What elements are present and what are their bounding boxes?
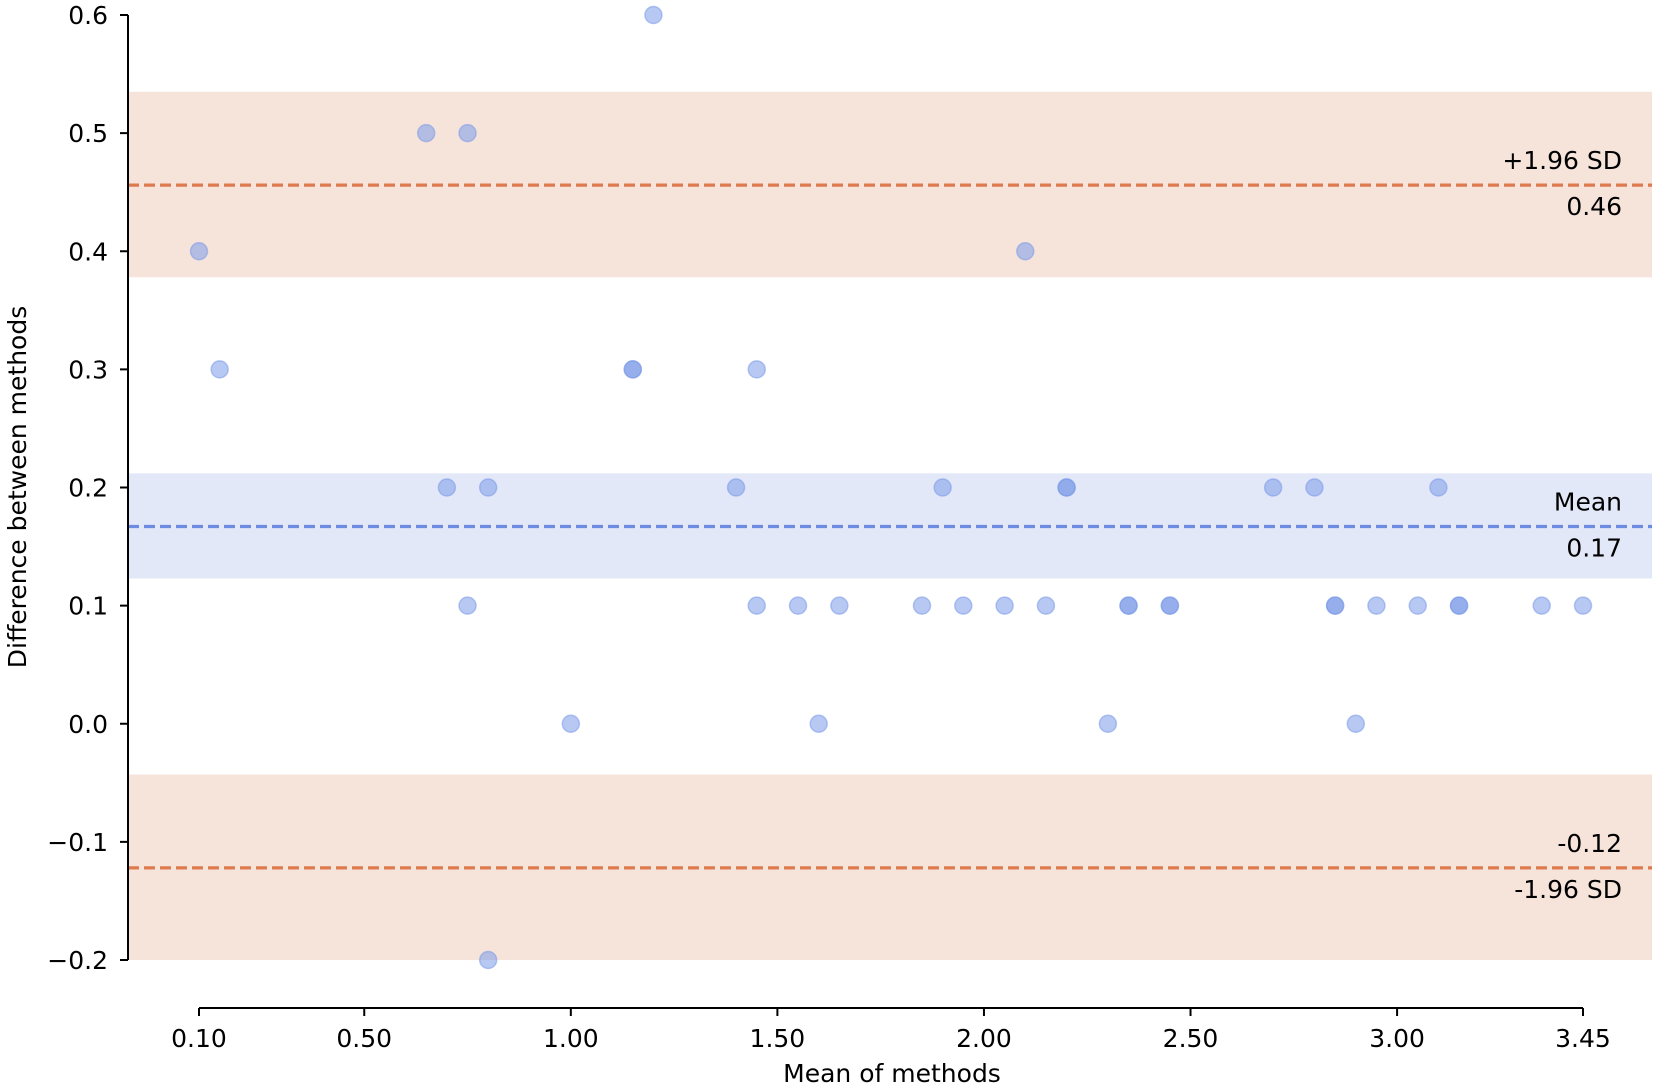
y-tick-label: 0.2 bbox=[68, 474, 108, 503]
data-point bbox=[644, 5, 663, 25]
data-point bbox=[995, 596, 1014, 615]
data-point bbox=[1532, 596, 1551, 615]
x-tick-label: 2.00 bbox=[956, 1024, 1012, 1053]
y-tick-label: 0.1 bbox=[68, 592, 108, 621]
data-point bbox=[437, 478, 457, 497]
data-point bbox=[1449, 596, 1469, 615]
x-tick-label: 2.50 bbox=[1163, 1024, 1219, 1053]
y-tick-label: −0.2 bbox=[47, 946, 108, 975]
lower-loa-value: -0.12 bbox=[1557, 829, 1622, 858]
data-point bbox=[912, 596, 932, 615]
data-point bbox=[1325, 596, 1345, 615]
data-point bbox=[189, 242, 209, 261]
data-point bbox=[478, 478, 498, 497]
upper-loa-label: +1.96 SD bbox=[1502, 146, 1622, 175]
x-tick-label: 0.50 bbox=[336, 1024, 392, 1053]
data-point bbox=[458, 123, 477, 143]
data-point bbox=[1016, 242, 1035, 261]
y-tick-label: −0.1 bbox=[47, 828, 108, 857]
data-point bbox=[561, 714, 581, 733]
data-point bbox=[1305, 478, 1324, 497]
data-point bbox=[747, 596, 766, 615]
data-point bbox=[726, 478, 746, 497]
y-tick-label: 0.0 bbox=[68, 710, 108, 739]
mean-value: 0.17 bbox=[1566, 533, 1622, 562]
data-point bbox=[1367, 596, 1386, 615]
x-axis-title: Mean of methods bbox=[783, 1059, 1001, 1087]
data-point bbox=[623, 360, 643, 379]
x-tick-label: 3.00 bbox=[1369, 1024, 1425, 1053]
data-point bbox=[954, 596, 973, 615]
data-point bbox=[458, 596, 477, 615]
data-point bbox=[1573, 596, 1593, 615]
data-point bbox=[1429, 478, 1448, 497]
upper-loa-value: 0.46 bbox=[1566, 192, 1622, 221]
data-point bbox=[809, 714, 828, 733]
mean-label: Mean bbox=[1554, 487, 1622, 516]
y-tick-label: 0.3 bbox=[68, 355, 108, 384]
x-tick-label: 1.50 bbox=[750, 1024, 806, 1053]
data-point bbox=[478, 950, 498, 970]
data-point bbox=[788, 596, 808, 615]
data-point bbox=[1408, 596, 1427, 615]
lower-loa-label: -1.96 SD bbox=[1514, 875, 1622, 904]
x-tick-label: 3.45 bbox=[1555, 1024, 1611, 1053]
data-point bbox=[1263, 478, 1283, 497]
y-axis-title: Difference between methods bbox=[3, 306, 32, 668]
y-tick-label: 0.6 bbox=[68, 1, 108, 30]
data-point bbox=[1036, 596, 1056, 615]
data-point bbox=[1098, 714, 1118, 733]
data-point bbox=[747, 360, 766, 379]
data-point bbox=[1119, 596, 1138, 615]
data-point bbox=[210, 360, 229, 379]
data-point bbox=[1057, 478, 1076, 497]
y-tick-label: 0.4 bbox=[68, 237, 108, 266]
data-point bbox=[933, 478, 952, 497]
y-tick-label: 0.5 bbox=[68, 119, 108, 148]
data-point bbox=[416, 123, 436, 143]
x-tick-label: 1.00 bbox=[543, 1024, 599, 1053]
data-point bbox=[1160, 596, 1180, 615]
x-tick-label: 0.10 bbox=[171, 1024, 227, 1053]
data-point bbox=[830, 596, 849, 615]
data-point bbox=[1346, 714, 1366, 733]
